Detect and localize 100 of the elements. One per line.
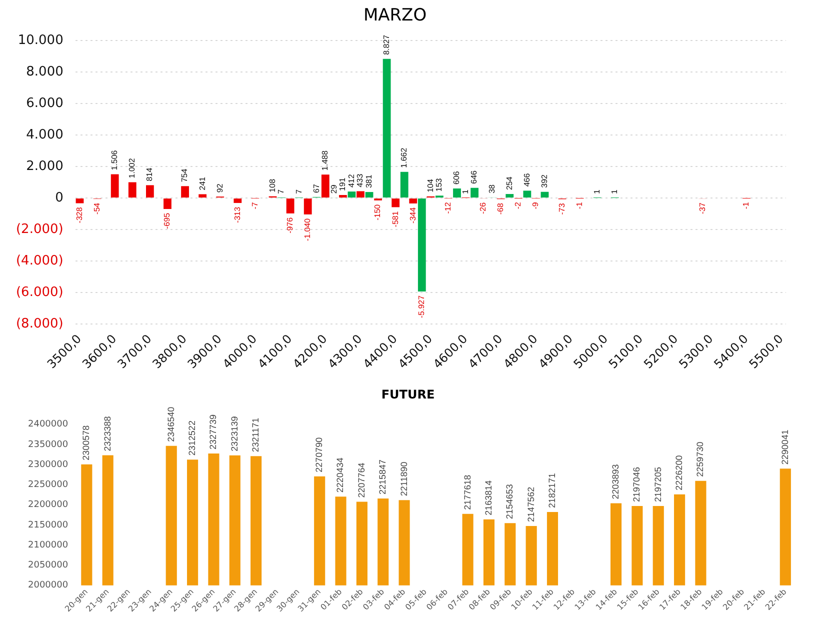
data-label: -54 <box>92 202 102 214</box>
bar <box>540 192 549 198</box>
y-tick-label: 2.000 <box>26 158 64 174</box>
data-label: 433 <box>356 173 365 188</box>
data-label: 2147562 <box>526 486 536 522</box>
data-label: 1.506 <box>110 150 120 170</box>
bar <box>392 198 400 208</box>
data-label: 2323388 <box>102 416 112 452</box>
data-label: -68 <box>496 202 506 215</box>
data-label: 2259730 <box>695 442 706 477</box>
bar <box>365 192 374 198</box>
y-tick-label: 10.000 <box>18 32 64 48</box>
y-tick-label: 4.000 <box>26 127 64 142</box>
data-label: -328 <box>74 206 84 224</box>
data-label: 412 <box>346 174 356 188</box>
bar <box>304 198 312 214</box>
data-label: 754 <box>180 168 190 182</box>
data-label: 2270790 <box>314 437 324 472</box>
data-label: 2220434 <box>335 458 346 493</box>
data-label: 2211890 <box>398 462 409 496</box>
data-label: 392 <box>540 174 549 188</box>
y-tick-label: (6.000) <box>16 284 64 300</box>
bar <box>470 188 478 198</box>
bar <box>409 198 418 204</box>
data-label: 2327739 <box>208 414 218 450</box>
data-label: -9 <box>531 202 540 210</box>
data-label: 466 <box>522 172 532 187</box>
bar <box>234 198 242 203</box>
bar <box>339 195 347 198</box>
data-label: -976 <box>286 216 295 234</box>
data-label: 2290041 <box>780 430 790 465</box>
y-tick-label: 2350000 <box>28 440 68 450</box>
data-label: 254 <box>504 176 514 190</box>
bar <box>453 188 461 198</box>
data-label: -5.927 <box>417 294 426 318</box>
data-label: 7 <box>294 188 304 194</box>
data-label: -26 <box>478 202 488 214</box>
data-label: 108 <box>268 178 277 192</box>
data-label: 1 <box>460 189 470 194</box>
data-label: 2163814 <box>483 480 494 516</box>
data-label: 241 <box>198 176 207 190</box>
data-label: 104 <box>426 178 435 192</box>
data-label: 67 <box>312 184 321 193</box>
data-label: 29 <box>329 184 338 194</box>
y-tick-label: 2150000 <box>28 520 68 530</box>
bar <box>76 198 84 204</box>
bar <box>382 58 391 198</box>
data-label: 2203893 <box>610 464 621 500</box>
bar <box>164 198 172 209</box>
y-tick-label: (4.000) <box>16 253 64 268</box>
data-label: 2346540 <box>166 406 176 442</box>
bar <box>181 186 189 198</box>
data-label: -12 <box>443 202 452 214</box>
data-label: 38 <box>487 184 496 194</box>
data-label: 2197205 <box>652 466 663 502</box>
data-label: 814 <box>145 167 154 182</box>
bar <box>400 172 408 198</box>
bar <box>523 190 532 198</box>
data-label: -2 <box>514 202 523 210</box>
bar <box>198 194 207 198</box>
data-label: 2321171 <box>250 418 261 452</box>
y-tick-label: 2000000 <box>28 580 68 591</box>
bar <box>286 198 294 214</box>
y-tick-label: 2250000 <box>28 480 68 490</box>
y-tick-label: (8.000) <box>16 316 64 332</box>
y-tick-label: 8.000 <box>26 64 64 80</box>
data-label: -1 <box>575 202 584 210</box>
data-label: 2177618 <box>462 474 472 510</box>
data-label: 92 <box>215 183 224 193</box>
data-label: 1 <box>592 189 602 194</box>
bar <box>110 174 119 198</box>
data-label: 2182171 <box>546 472 557 508</box>
data-label: -695 <box>162 212 172 229</box>
data-label: 2226200 <box>674 455 684 490</box>
bar <box>146 185 154 198</box>
data-label: 153 <box>434 178 444 192</box>
y-tick-label: 0 <box>55 190 64 206</box>
data-label: 606 <box>452 170 462 184</box>
chart-title: FUTURE <box>381 387 435 402</box>
data-label: 381 <box>364 174 374 188</box>
data-label: -1 <box>742 202 751 210</box>
data-label: -73 <box>557 202 566 215</box>
y-tick-label: (2.000) <box>16 222 64 237</box>
y-tick-label: 2100000 <box>28 540 68 550</box>
bar <box>321 174 330 198</box>
y-tick-label: 2200000 <box>28 500 68 510</box>
data-label: -344 <box>408 206 418 224</box>
chart-title: MARZO <box>363 6 427 26</box>
data-label: -150 <box>373 204 382 220</box>
data-label: -37 <box>698 202 707 214</box>
y-tick-label: 2300000 <box>28 460 68 470</box>
data-label: -313 <box>232 206 242 223</box>
data-label: 2207764 <box>356 462 366 498</box>
data-label: 2312522 <box>187 420 198 456</box>
data-label: 1.002 <box>128 158 137 178</box>
bar <box>418 198 426 292</box>
data-label: 2323139 <box>229 416 240 452</box>
data-label: 1.662 <box>400 147 409 168</box>
y-tick-label: 2050000 <box>28 560 68 571</box>
data-label: 8.827 <box>382 34 392 55</box>
